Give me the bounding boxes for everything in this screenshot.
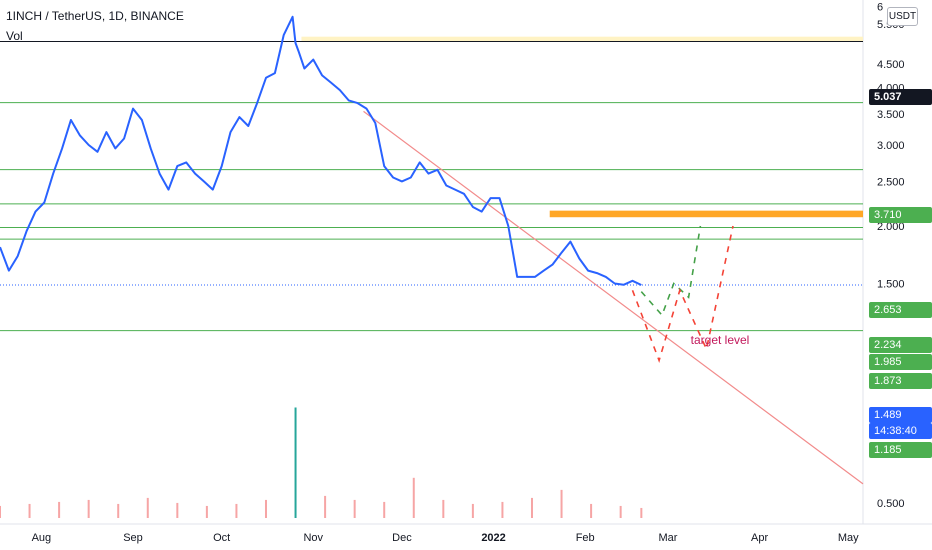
- volume-bar: [640, 507, 643, 518]
- price-label-3710: 3.710: [869, 207, 932, 223]
- volume-bar: [530, 497, 533, 518]
- price-series-line: [0, 15, 642, 286]
- red-projection-path: [631, 225, 734, 364]
- currency-button[interactable]: USDT: [887, 7, 918, 26]
- x-tick-label: 2022: [481, 532, 505, 544]
- y-tick-label: 1.500: [877, 278, 905, 290]
- price-label-2653: 2.653: [869, 302, 932, 318]
- volume-label: Vol: [6, 29, 23, 43]
- volume-bar: [58, 501, 61, 518]
- x-tick-label: Oct: [213, 532, 230, 544]
- volume-bar: [383, 501, 386, 518]
- y-tick-label: 4.500: [877, 59, 905, 71]
- volume-bar: [117, 503, 120, 518]
- volume-bar: [560, 489, 563, 518]
- x-tick-label: Aug: [32, 532, 52, 544]
- volume-bar: [353, 499, 356, 518]
- volume-bar: [146, 497, 149, 518]
- x-tick-label: Dec: [392, 532, 412, 544]
- y-tick-label: 2.000: [877, 221, 905, 233]
- volume-bar: [264, 499, 267, 518]
- x-tick-label: Sep: [123, 532, 143, 544]
- y-tick-label: 2.500: [877, 176, 905, 188]
- price-label-5037: 5.037: [869, 89, 932, 105]
- volume-bar: [412, 477, 415, 518]
- y-tick-label: 6: [877, 2, 883, 14]
- volume-bar: [294, 407, 297, 518]
- y-tick-label: 3.000: [877, 140, 905, 152]
- volume-bar: [205, 505, 208, 518]
- candle-countdown: 14:38:40: [869, 423, 932, 439]
- price-label-2234: 2.234: [869, 337, 932, 353]
- green-projection-path: [640, 225, 702, 317]
- x-tick-label: Nov: [303, 532, 323, 544]
- price-label-1873: 1.873: [869, 373, 932, 389]
- volume-bar: [442, 499, 445, 518]
- volume-bar: [87, 499, 90, 518]
- trend-line: [363, 110, 864, 485]
- y-tick-label: 0.500: [877, 498, 905, 510]
- volume-bar: [28, 503, 31, 518]
- price-label-1985: 1.985: [869, 354, 932, 370]
- volume-bar: [619, 505, 622, 518]
- volume-bar: [176, 502, 179, 518]
- x-tick-label: Mar: [658, 532, 677, 544]
- highlight-zone: [301, 36, 864, 42]
- x-tick-label: May: [838, 532, 859, 544]
- volume-bar: [590, 503, 593, 518]
- target-level-annotation: target level: [691, 333, 750, 347]
- x-tick-label: Apr: [751, 532, 768, 544]
- volume-bar: [471, 503, 474, 518]
- price-label-1185: 1.185: [869, 442, 932, 458]
- target-zone: [549, 210, 863, 218]
- y-tick-label: 3.500: [877, 109, 905, 121]
- volume-bar: [501, 501, 504, 518]
- volume-bar: [324, 495, 327, 518]
- current-price-label: 1.489: [869, 407, 932, 423]
- x-tick-label: Feb: [576, 532, 595, 544]
- chart-title: 1INCH / TetherUS, 1D, BINANCE: [6, 9, 184, 23]
- volume-bar: [0, 505, 1, 518]
- volume-bar: [235, 503, 238, 518]
